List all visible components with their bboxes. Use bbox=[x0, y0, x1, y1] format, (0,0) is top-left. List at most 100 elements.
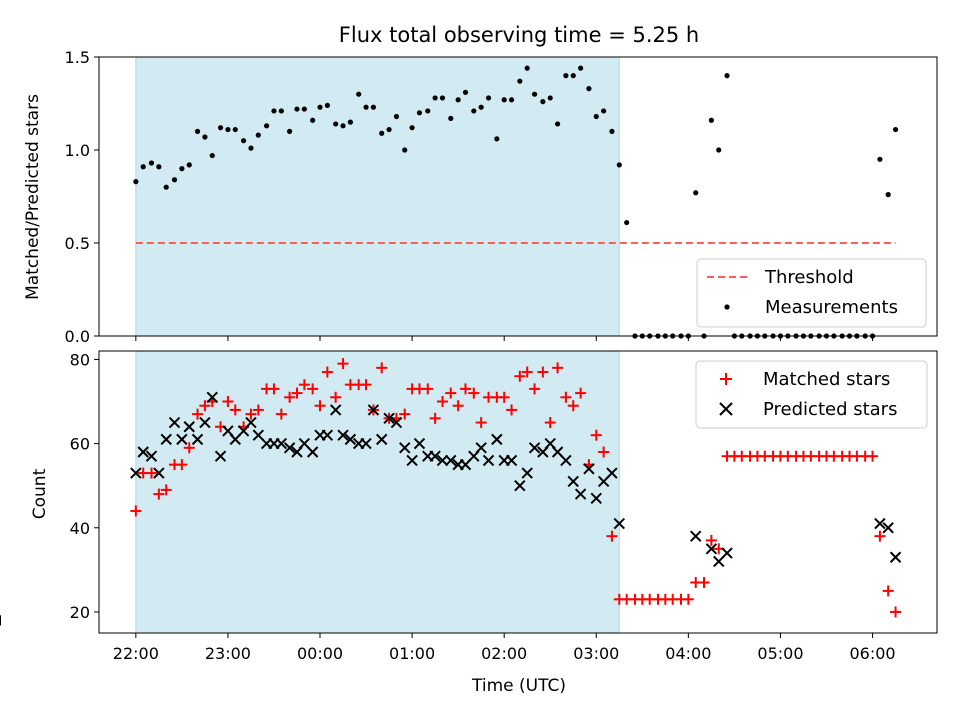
top-shaded-region bbox=[135, 56, 620, 337]
measurement-point bbox=[340, 123, 346, 129]
predicted-star-point bbox=[214, 450, 227, 462]
measurement-point bbox=[186, 162, 192, 168]
matched-star-point bbox=[330, 391, 342, 403]
predicted-star-point bbox=[721, 547, 733, 559]
measurement-point bbox=[554, 121, 561, 127]
measurement-point bbox=[877, 156, 883, 162]
matched-star-point bbox=[452, 400, 464, 412]
matched-star-point bbox=[307, 383, 319, 395]
measurement-point bbox=[370, 104, 377, 110]
measurement-point bbox=[471, 108, 477, 114]
predicted-star-point bbox=[252, 429, 265, 441]
predicted-star-point bbox=[413, 437, 426, 450]
predicted-star-point bbox=[137, 446, 149, 458]
measurement-point bbox=[693, 190, 699, 196]
measurement-point bbox=[402, 147, 408, 153]
predicted-star-point bbox=[153, 467, 165, 479]
legend-threshold-label: Threshold bbox=[764, 267, 854, 288]
predicted-star-point bbox=[176, 433, 188, 446]
predicted-star-point bbox=[229, 433, 241, 446]
matched-star-point bbox=[575, 387, 587, 399]
predicted-star-point bbox=[245, 416, 257, 429]
measurement-point bbox=[232, 126, 238, 133]
measurement-point bbox=[225, 126, 231, 133]
top-shaded-band bbox=[135, 56, 620, 337]
measurement-point bbox=[501, 97, 507, 103]
measurement-point bbox=[294, 106, 300, 112]
measurement-point bbox=[310, 117, 316, 123]
legend-matched-label: Matched stars bbox=[763, 369, 890, 390]
top-legend-box bbox=[696, 258, 927, 328]
matched-star-point bbox=[192, 408, 204, 420]
measurement-point bbox=[248, 145, 254, 151]
measurement-point bbox=[892, 126, 899, 133]
matched-star-point bbox=[222, 396, 234, 408]
x-tick-label: 05:00 bbox=[757, 644, 803, 663]
matched-star-point bbox=[529, 383, 541, 395]
predicted-star-point bbox=[528, 442, 541, 454]
measurement-point bbox=[202, 134, 208, 140]
measurement-point bbox=[547, 95, 553, 101]
matched-star-point bbox=[183, 442, 195, 454]
matched-star-point bbox=[153, 488, 165, 500]
measurement-point bbox=[624, 219, 630, 226]
measurement-point bbox=[217, 125, 224, 131]
predicted-star-point bbox=[275, 437, 288, 450]
measurement-point bbox=[508, 97, 515, 103]
matched-star-point bbox=[422, 383, 434, 395]
matched-star-point bbox=[399, 408, 411, 420]
measurement-point bbox=[517, 78, 523, 84]
top-y-axis-label: Matched/Predicted stars bbox=[23, 94, 43, 300]
matched-star-point bbox=[567, 400, 579, 412]
x-tick-label: 03:00 bbox=[573, 644, 619, 663]
matched-star-point bbox=[698, 576, 710, 588]
x-tick-label: 02:00 bbox=[481, 644, 527, 663]
matched-star-point bbox=[590, 429, 602, 441]
bottom-legend: Matched stars Predicted stars bbox=[695, 360, 928, 429]
matched-star-point bbox=[521, 366, 533, 378]
measurement-point bbox=[194, 128, 201, 134]
legend-measurements-swatch bbox=[724, 304, 730, 310]
measurement-point bbox=[448, 115, 454, 121]
predicted-star-point bbox=[590, 492, 602, 505]
predicted-star-point bbox=[606, 467, 618, 479]
predicted-star-point bbox=[567, 475, 579, 488]
predicted-star-point bbox=[383, 412, 395, 425]
predicted-star-point bbox=[874, 517, 886, 530]
measurement-point bbox=[264, 123, 270, 129]
predicted-star-point bbox=[367, 404, 380, 416]
bottom-y-tick-label: 20 bbox=[70, 603, 90, 622]
measurement-point bbox=[494, 136, 500, 142]
matched-star-point bbox=[460, 383, 472, 395]
predicted-star-point bbox=[321, 429, 334, 441]
predicted-star-point bbox=[360, 437, 372, 450]
predicted-star-point bbox=[206, 391, 218, 404]
x-tick-label: 06:00 bbox=[849, 644, 895, 663]
matched-star-point bbox=[544, 417, 556, 429]
measurement-point bbox=[363, 104, 369, 110]
measurement-point bbox=[616, 162, 622, 168]
legend-predicted-swatch bbox=[719, 402, 733, 416]
legend-measurements-label: Measurements bbox=[765, 297, 898, 318]
measurement-point bbox=[163, 184, 169, 190]
matched-star-point bbox=[537, 366, 549, 378]
legend-matched-swatch bbox=[720, 373, 732, 385]
top-y-ticks: 0.0 0.5 1.0 1.5 bbox=[65, 48, 99, 346]
measurement-point bbox=[593, 113, 599, 120]
top-y-tick-label: 1.0 bbox=[65, 141, 90, 160]
measurement-point bbox=[156, 164, 162, 170]
matched-star-point bbox=[160, 484, 172, 496]
predicted-star-point bbox=[574, 488, 587, 500]
predicted-star-point bbox=[337, 429, 349, 441]
bottom-shaded-region bbox=[135, 350, 620, 634]
measurement-point bbox=[393, 113, 400, 120]
measurement-point bbox=[209, 152, 215, 159]
predicted-star-point bbox=[521, 467, 533, 479]
matched-star-point bbox=[882, 585, 894, 597]
matched-stars-points bbox=[130, 358, 902, 618]
predicted-star-point bbox=[199, 416, 211, 429]
matched-star-point bbox=[514, 370, 526, 382]
top-y-tick-label: 1.5 bbox=[65, 48, 90, 67]
